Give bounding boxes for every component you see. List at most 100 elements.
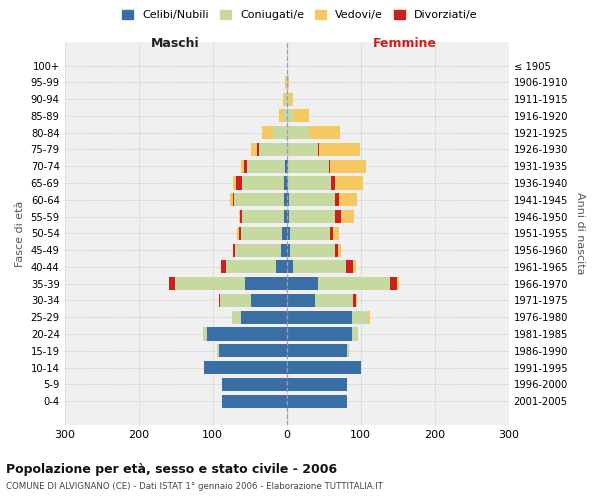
Bar — [287, 394, 347, 407]
Bar — [287, 92, 289, 106]
Bar — [259, 143, 287, 156]
Bar — [289, 92, 293, 106]
Bar — [353, 260, 356, 274]
Text: Popolazione per età, sesso e stato civile - 2006: Popolazione per età, sesso e stato civil… — [6, 462, 337, 475]
Bar — [233, 244, 235, 256]
Bar — [257, 143, 259, 156]
Bar — [251, 294, 287, 307]
Bar — [226, 260, 277, 274]
Bar — [220, 294, 251, 307]
Bar — [237, 227, 239, 240]
Bar — [352, 310, 368, 324]
Bar — [287, 328, 352, 340]
Bar — [331, 227, 334, 240]
Bar — [397, 277, 398, 290]
Bar — [244, 160, 247, 173]
Bar — [288, 160, 329, 173]
Bar — [293, 260, 346, 274]
Bar — [251, 143, 257, 156]
Bar — [319, 143, 360, 156]
Bar — [175, 277, 245, 290]
Y-axis label: Fasce di età: Fasce di età — [15, 200, 25, 266]
Bar — [207, 328, 287, 340]
Bar — [283, 92, 285, 106]
Bar — [290, 244, 335, 256]
Bar — [287, 244, 290, 256]
Bar — [169, 277, 175, 290]
Bar — [287, 260, 293, 274]
Text: Femmine: Femmine — [373, 38, 437, 51]
Bar — [242, 176, 284, 190]
Bar — [289, 194, 335, 206]
Bar — [331, 176, 335, 190]
Bar — [285, 76, 286, 89]
Bar — [286, 76, 287, 89]
Bar — [293, 110, 309, 122]
Bar — [287, 361, 361, 374]
Bar — [218, 294, 220, 307]
Bar — [241, 227, 281, 240]
Bar — [334, 227, 339, 240]
Bar — [285, 160, 287, 173]
Bar — [335, 244, 338, 256]
Bar — [287, 110, 293, 122]
Bar — [331, 160, 366, 173]
Bar — [234, 194, 284, 206]
Bar — [289, 210, 335, 223]
Bar — [287, 126, 309, 139]
Bar — [287, 294, 315, 307]
Bar — [315, 294, 353, 307]
Bar — [221, 260, 226, 274]
Bar — [241, 310, 287, 324]
Bar — [245, 277, 287, 290]
Bar — [284, 110, 287, 122]
Y-axis label: Anni di nascita: Anni di nascita — [575, 192, 585, 274]
Bar — [338, 194, 357, 206]
Bar — [233, 176, 236, 190]
Bar — [284, 176, 287, 190]
Bar — [290, 227, 331, 240]
Bar — [368, 310, 370, 324]
Bar — [233, 194, 234, 206]
Text: Maschi: Maschi — [151, 38, 200, 51]
Bar — [262, 126, 274, 139]
Bar — [341, 210, 354, 223]
Bar — [221, 394, 287, 407]
Legend: Celibi/Nubili, Coniugati/e, Vedovi/e, Divorziati/e: Celibi/Nubili, Coniugati/e, Vedovi/e, Di… — [118, 6, 482, 25]
Bar — [287, 378, 347, 391]
Text: COMUNE DI ALVIGNANO (CE) - Dati ISTAT 1° gennaio 2006 - Elaborazione TUTTITALIA.: COMUNE DI ALVIGNANO (CE) - Dati ISTAT 1°… — [6, 482, 383, 491]
Bar — [287, 227, 290, 240]
Bar — [281, 244, 287, 256]
Bar — [335, 194, 338, 206]
Bar — [287, 160, 288, 173]
Bar — [335, 176, 363, 190]
Bar — [346, 260, 353, 274]
Bar — [285, 92, 287, 106]
Bar — [278, 110, 284, 122]
Bar — [274, 126, 287, 139]
Bar — [287, 277, 318, 290]
Bar — [353, 294, 356, 307]
Bar — [309, 126, 340, 139]
Bar — [247, 160, 285, 173]
Bar — [287, 194, 289, 206]
Bar — [284, 210, 287, 223]
Bar — [281, 227, 287, 240]
Bar — [356, 294, 357, 307]
Bar — [288, 176, 331, 190]
Bar — [217, 344, 218, 358]
Bar — [287, 76, 289, 89]
Bar — [239, 227, 241, 240]
Bar — [235, 244, 281, 256]
Bar — [241, 160, 244, 173]
Bar — [329, 160, 331, 173]
Bar — [338, 244, 341, 256]
Bar — [318, 143, 319, 156]
Bar — [277, 260, 287, 274]
Bar — [242, 210, 284, 223]
Bar — [240, 210, 242, 223]
Bar — [287, 143, 318, 156]
Bar — [391, 277, 397, 290]
Bar — [221, 378, 287, 391]
Bar — [239, 210, 240, 223]
